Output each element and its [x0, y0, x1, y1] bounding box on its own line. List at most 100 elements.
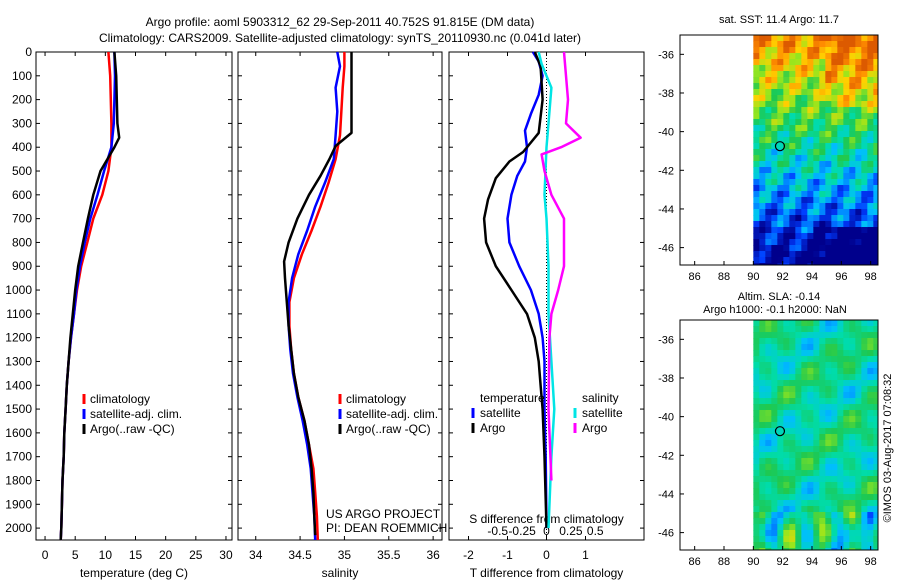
map-cell: [807, 143, 814, 150]
map-cell: [807, 404, 814, 411]
map-cell: [753, 227, 760, 234]
map-cell: [837, 251, 844, 258]
map-cell: [837, 191, 844, 198]
map-cell: [777, 386, 784, 393]
map-cell: [795, 494, 802, 501]
map-cell: [801, 173, 808, 180]
map-cell: [873, 155, 879, 162]
map-cell: [867, 440, 874, 447]
map-cell: [795, 338, 802, 345]
map-cell: [819, 251, 826, 258]
map-cell: [855, 113, 862, 120]
map-cell: [825, 125, 832, 132]
map-cell: [753, 89, 760, 96]
map-cell: [867, 47, 874, 54]
map-cell: [843, 536, 850, 543]
map-cell: [855, 392, 862, 399]
map-cell: [807, 245, 814, 252]
map-cell: [777, 434, 784, 441]
series-line-salinity-satellite: [537, 51, 556, 529]
map-cell: [855, 452, 862, 459]
map-cell: [789, 404, 796, 411]
map-cell: [777, 155, 784, 162]
map-cell: [777, 257, 784, 264]
salinity-profile-chart: 34 34.5 35 35.5 36salinityclimatologysatelli…: [237, 51, 447, 580]
map-cell: [837, 89, 844, 96]
map-cell: [837, 416, 844, 423]
map-cell: [795, 257, 802, 264]
map-cell: [789, 440, 796, 447]
map-cell: [807, 464, 814, 471]
map-cell: [801, 125, 808, 132]
map-cell: [753, 446, 760, 453]
map-cell: [825, 488, 832, 495]
map-cell: [837, 344, 844, 351]
map-cell: [801, 398, 808, 405]
map-cell: [807, 326, 814, 333]
map-cell: [867, 137, 874, 144]
map-cell: [837, 476, 844, 483]
map-cell: [831, 350, 838, 357]
map-cell: [783, 221, 790, 228]
map-cell: [759, 422, 766, 429]
map-cell: [855, 404, 862, 411]
map-cell: [789, 416, 796, 423]
map-cell: [867, 143, 874, 150]
map-cell: [849, 233, 856, 240]
map-cell: [759, 83, 766, 90]
map-cell: [783, 512, 790, 519]
map-cell: [837, 65, 844, 72]
map-cell: [825, 494, 832, 501]
map-cell: [777, 203, 784, 210]
map-cell: [849, 107, 856, 114]
x-tick-label: 35.5: [377, 548, 401, 562]
map-cell: [819, 215, 826, 222]
map-cell: [771, 440, 778, 447]
map-cell: [855, 356, 862, 363]
map-cell: [777, 245, 784, 252]
map-cell: [873, 227, 879, 234]
map-cell: [753, 239, 760, 246]
map-cell: [831, 368, 838, 375]
map-cell: [765, 59, 772, 66]
map-cell: [777, 41, 784, 48]
map-cell: [795, 227, 802, 234]
map-cell: [867, 506, 874, 513]
map-cell: [843, 458, 850, 465]
map-cell: [807, 47, 814, 54]
map-cell: [765, 398, 772, 405]
map-cell: [795, 470, 802, 477]
map-cell: [789, 209, 796, 216]
map-cell: [819, 263, 826, 266]
map-cell: [837, 356, 844, 363]
y-tick-label: 100: [12, 69, 32, 83]
map-cell: [795, 434, 802, 441]
map-cell: [771, 482, 778, 489]
map-cell: [765, 137, 772, 144]
map-cell: [777, 398, 784, 405]
map-cell: [795, 410, 802, 417]
map-cell: [843, 203, 850, 210]
map-cell: [873, 221, 879, 228]
map-cell: [765, 119, 772, 126]
map-cell: [759, 374, 766, 381]
map-cell: [795, 149, 802, 156]
map-cell: [849, 344, 856, 351]
map-cell: [753, 131, 760, 138]
map-cell: [831, 47, 838, 54]
map-cell: [837, 263, 844, 266]
map-cell: [819, 221, 826, 228]
map-cell: [825, 221, 832, 228]
map-cell: [813, 221, 820, 228]
map-cell: [855, 548, 862, 551]
map-cell: [843, 227, 850, 234]
map-cell: [753, 470, 760, 477]
difference-profile-chart: -2 -1 0 1T difference from climatology-0.5-…: [448, 51, 645, 580]
map-cell: [825, 239, 832, 246]
map-cell: [831, 320, 838, 327]
map-cell: [819, 59, 826, 66]
map-cell: [753, 512, 760, 519]
map-cell: [777, 320, 784, 327]
map-cell: [861, 482, 868, 489]
map-frame: [679, 34, 879, 266]
